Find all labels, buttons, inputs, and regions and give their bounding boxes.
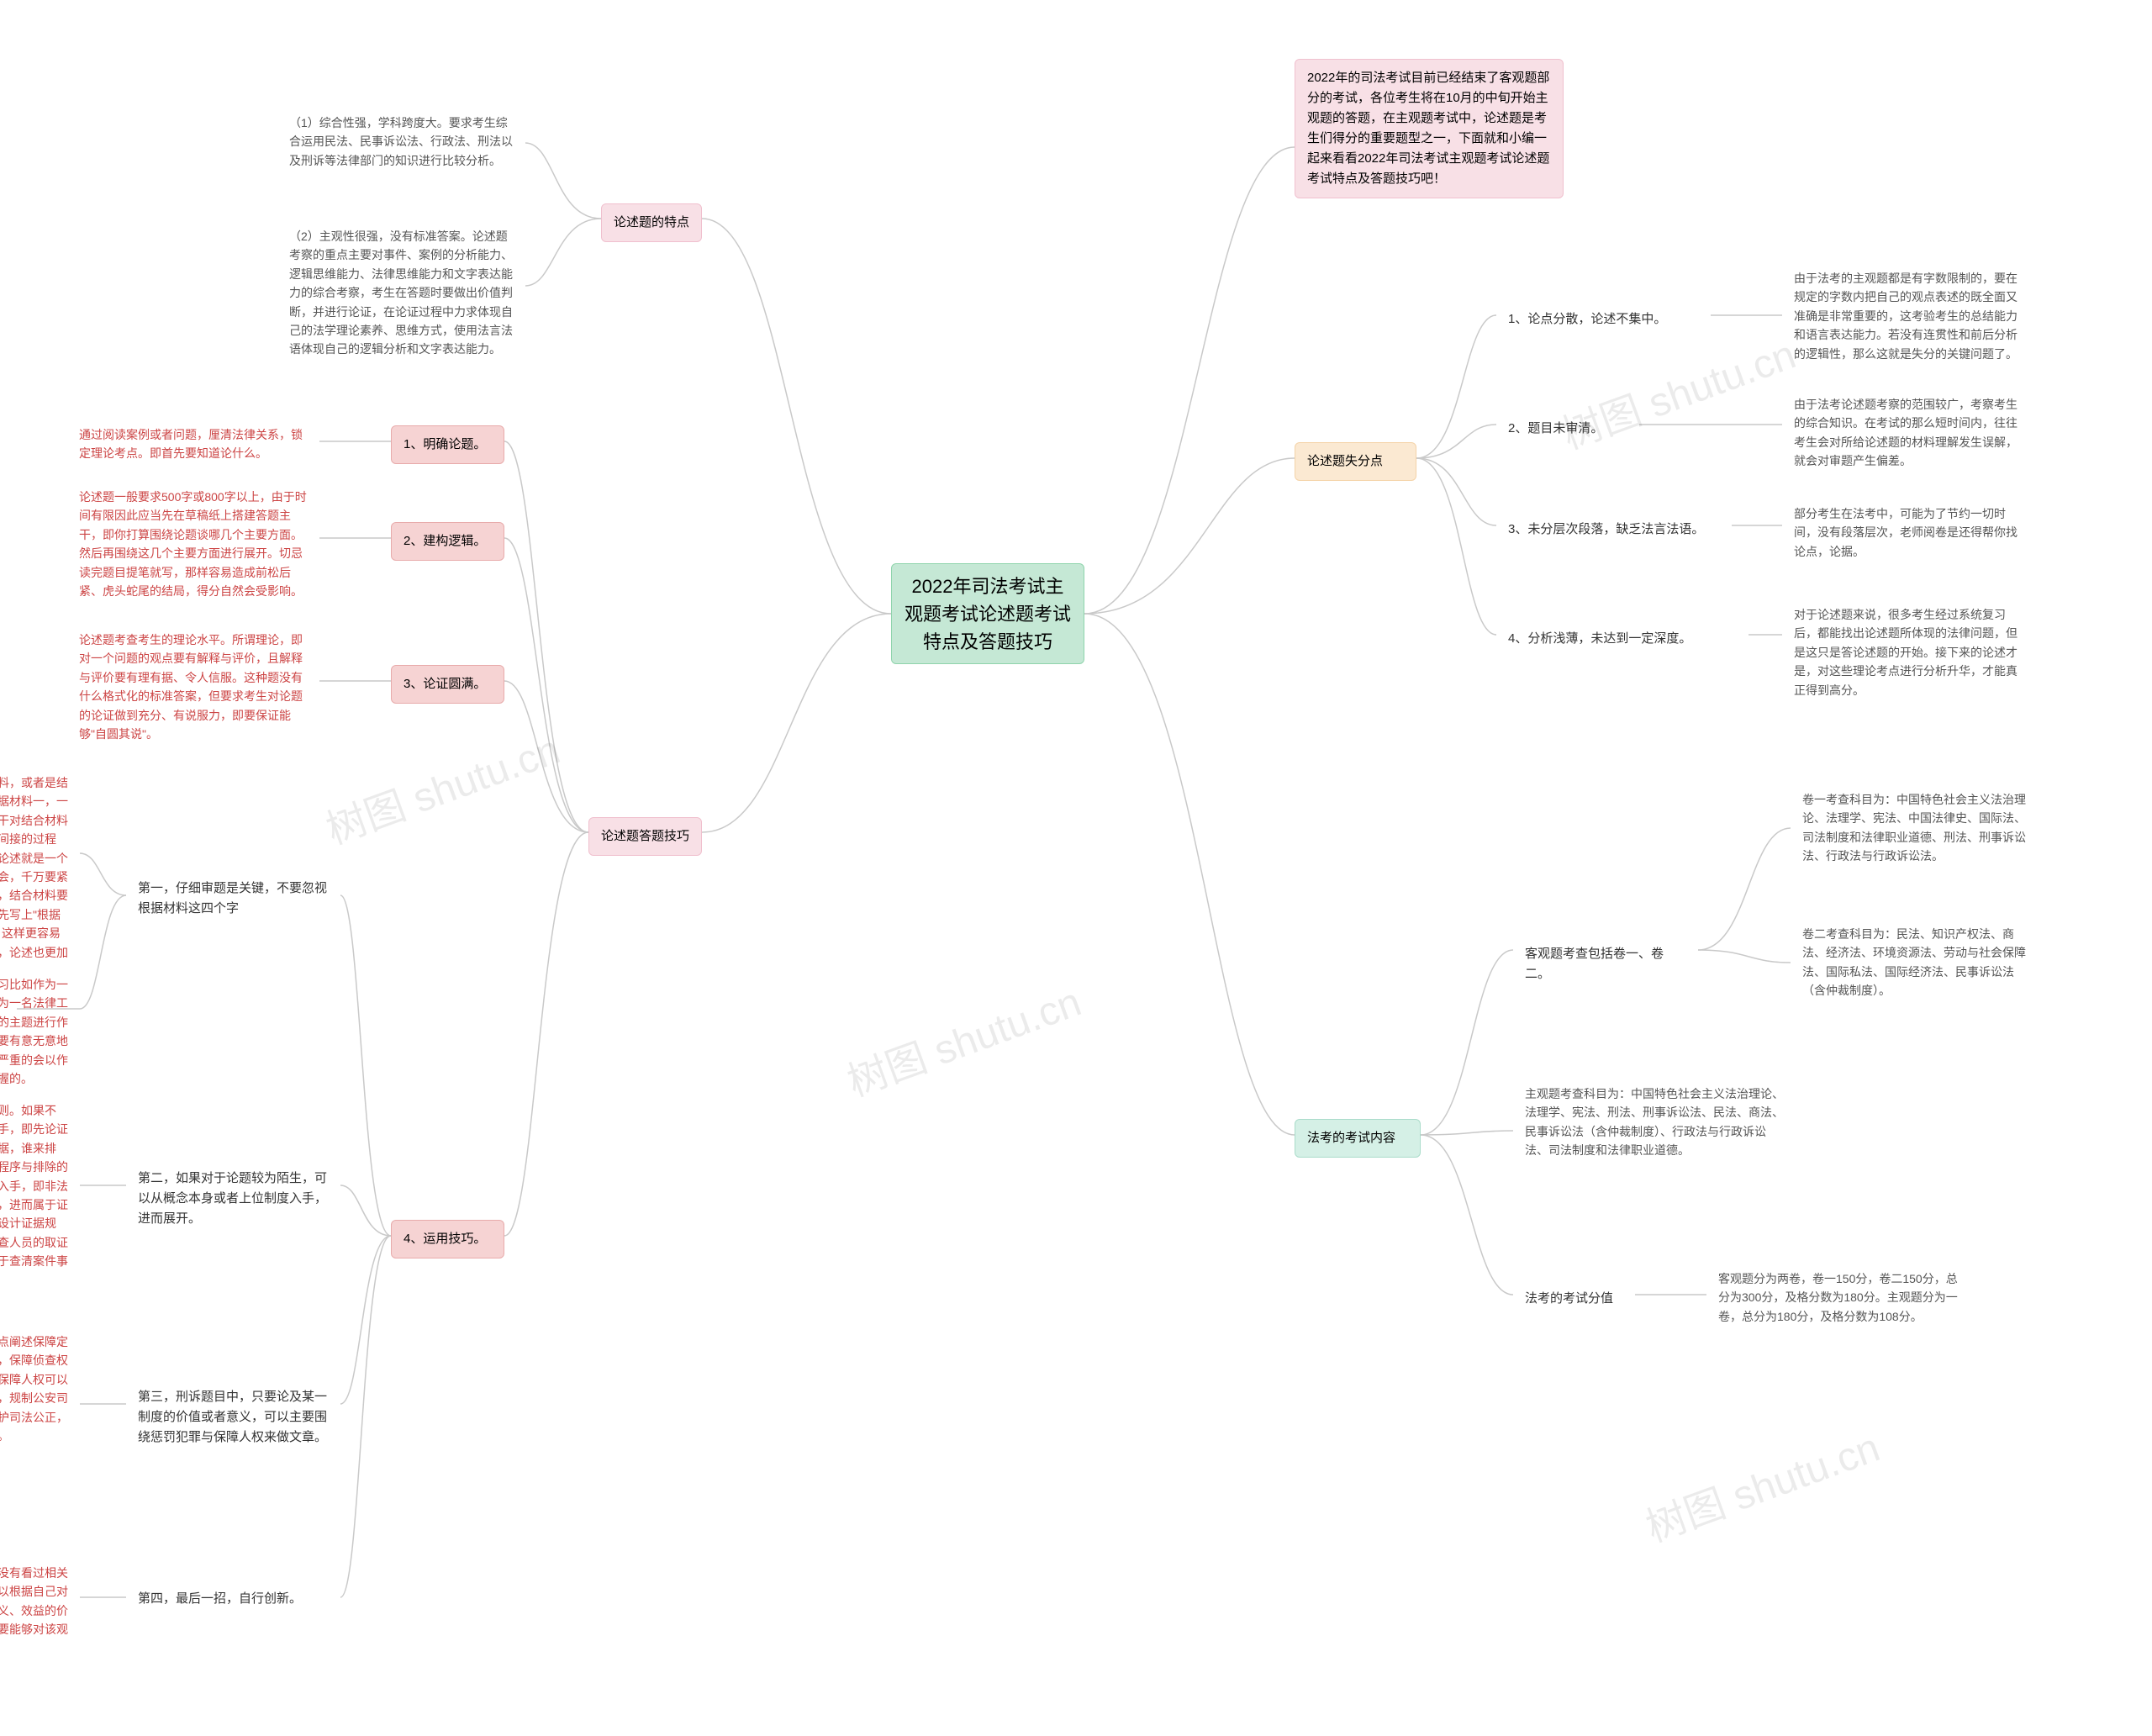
sub3-text: 具体来说，惩罚犯罪可以重点阐述保障定罪量刑的准确性，实体公正，保障侦查权的行使，… (0, 1324, 80, 1454)
sub1-text: 只要在论述题中出现根据材料，或者是结合材料一，只要提醒你，根据材料一，一定要引起… (0, 765, 80, 989)
loss3-num: 3、未分层次段落，缺乏法言法语。 (1496, 511, 1732, 548)
obj-a: 卷一考查科目为：中国特色社会主义法治理论、法理学、宪法、中国法律史、国际法、司法… (1791, 782, 2043, 874)
loss4-num: 4、分析浅薄，未达到一定深度。 (1496, 620, 1748, 657)
feature-item-2: （2）主观性很强，没有标准答案。论述题考察的重点主要对事件、案例的分析能力、逻辑… (277, 219, 525, 367)
loss2-text: 由于法考论述题考察的范围较广，考察考生的综合知识。在考试的那么短时间内，往往考生… (1782, 387, 2034, 479)
watermark: 树图 shutu.cn (838, 968, 1088, 1107)
sub2-label: 第二，如果对于论题较为陌生，可以从概念本身或者上位制度入手，进而展开。 (126, 1160, 340, 1237)
sub2-text: 譬如，论述非法证据排除规则。如果不会，可以首先从概念本身入手，即先论证什么是非法… (0, 1093, 80, 1298)
watermark: 树图 shutu.cn (317, 716, 567, 855)
watermark: 树图 shutu.cn (1637, 1414, 1886, 1553)
intro-text: 2022年的司法考试目前已经结束了客观题部分的考试，各位考生将在10月的中旬开始… (1295, 59, 1564, 198)
sub1b-text: 其次，结合自己的工作和学习比如作为一名法官，作为一名学生，作为一名法律工作者等等… (0, 967, 80, 1096)
loss4-text: 对于论述题来说，很多考生经过系统复习后，都能找出论述题所体现的法律问题，但是这只… (1782, 597, 2034, 708)
sub1-label: 第一，仔细审题是关键，不要忽视根据材料这四个字 (126, 870, 340, 927)
step1-num: 1、明确论题。 (391, 425, 504, 464)
step2-num: 2、建构逻辑。 (391, 522, 504, 561)
score-text: 客观题分为两卷，卷一150分，卷二150分，总分为300分，及格分数为180分。… (1706, 1261, 1975, 1334)
sub4-label: 第四，最后一招，自行创新。 (126, 1580, 340, 1617)
sub4-text: 在改革建议方面，如果实在没有看过相关的文献不知道标准答案，可以根据自己对论题的理… (0, 1555, 80, 1666)
obj-label: 客观题考查包括卷一、卷二。 (1513, 936, 1698, 993)
step4-num: 4、运用技巧。 (391, 1220, 504, 1258)
techniques-title: 论述题答题技巧 (588, 817, 702, 856)
loss3-text: 部分考生在法考中，可能为了节约一切时间，没有段落层次，老师阅卷是还得帮你找论点，… (1782, 496, 2034, 569)
score-label: 法考的考试分值 (1513, 1280, 1635, 1317)
loss1-num: 1、论点分散，论述不集中。 (1496, 301, 1711, 338)
subj-text: 主观题考查科目为：中国特色社会主义法治理论、法理学、宪法、刑法、刑事诉讼法、民法… (1513, 1076, 1799, 1169)
features-title: 论述题的特点 (601, 203, 702, 242)
losses-title: 论述题失分点 (1295, 442, 1416, 481)
loss2-num: 2、题目未审清。 (1496, 410, 1648, 447)
step3-num: 3、论证圆满。 (391, 665, 504, 704)
step1-text: 通过阅读案例或者问题，厘清法律关系，锁定理论考点。即首先要知道论什么。 (67, 417, 319, 472)
step3-text: 论述题考查考生的理论水平。所谓理论，即对一个问题的观点要有解释与评价，且解释与评… (67, 622, 319, 752)
feature-item-1: （1）综合性强，学科跨度大。要求考生综合运用民法、民事诉讼法、行政法、刑法以及刑… (277, 105, 525, 178)
step2-text: 论述题一般要求500字或800字以上，由于时间有限因此应当先在草稿纸上搭建答题主… (67, 479, 319, 609)
loss1-text: 由于法考的主观题都是有字数限制的，要在规定的字数内把自己的观点表述的既全面又准确… (1782, 261, 2034, 372)
content-title: 法考的考试内容 (1295, 1119, 1421, 1158)
center-title: 2022年司法考试主观题考试论述题考试特点及答题技巧 (891, 563, 1084, 664)
sub3-label: 第三，刑诉题目中，只要论及某一制度的价值或者意义，可以主要围绕惩罚犯罪与保障人权… (126, 1379, 340, 1456)
obj-b: 卷二考查科目为：民法、知识产权法、商法、经济法、环境资源法、劳动与社会保障法、国… (1791, 916, 2043, 1009)
